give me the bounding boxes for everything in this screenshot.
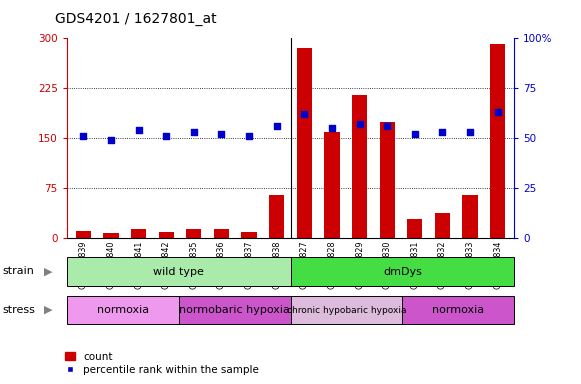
Text: normoxia: normoxia: [432, 305, 485, 315]
Point: [189, 129, 199, 135]
Bar: [407, 219, 422, 238]
Bar: [67, 257, 290, 286]
Point: [272, 123, 281, 129]
Point: [382, 123, 392, 129]
Point: [355, 121, 364, 127]
Text: ▶: ▶: [44, 266, 52, 276]
Bar: [131, 229, 146, 238]
Legend: count, percentile rank within the sample: count, percentile rank within the sample: [60, 348, 263, 379]
Text: GDS4201 / 1627801_at: GDS4201 / 1627801_at: [55, 12, 217, 25]
Bar: [103, 233, 119, 238]
Bar: [269, 195, 284, 238]
Text: stress: stress: [3, 305, 36, 315]
Point: [465, 129, 475, 135]
Bar: [403, 296, 514, 324]
Bar: [187, 229, 202, 238]
Bar: [435, 213, 450, 238]
Bar: [379, 122, 394, 238]
Text: normobaric hypoxia: normobaric hypoxia: [179, 305, 290, 315]
Point: [493, 109, 502, 115]
Point: [327, 125, 336, 131]
Bar: [242, 232, 257, 238]
Point: [162, 133, 171, 139]
Point: [300, 111, 309, 118]
Bar: [76, 232, 91, 238]
Bar: [67, 296, 179, 324]
Bar: [297, 48, 312, 238]
Point: [217, 131, 226, 137]
Text: chronic hypobaric hypoxia: chronic hypobaric hypoxia: [286, 306, 406, 314]
Text: wild type: wild type: [153, 266, 204, 277]
Point: [134, 127, 144, 133]
Bar: [214, 229, 229, 238]
Text: strain: strain: [3, 266, 35, 276]
Text: ▶: ▶: [44, 305, 52, 315]
Point: [245, 133, 254, 139]
Point: [437, 129, 447, 135]
Bar: [290, 296, 403, 324]
Bar: [352, 95, 367, 238]
Point: [106, 137, 116, 143]
Text: dmDys: dmDys: [383, 266, 422, 277]
Bar: [290, 257, 514, 286]
Bar: [324, 132, 339, 238]
Bar: [490, 44, 505, 238]
Bar: [462, 195, 478, 238]
Bar: [159, 232, 174, 238]
Point: [79, 133, 88, 139]
Text: normoxia: normoxia: [96, 305, 149, 315]
Point: [410, 131, 419, 137]
Bar: [179, 296, 290, 324]
